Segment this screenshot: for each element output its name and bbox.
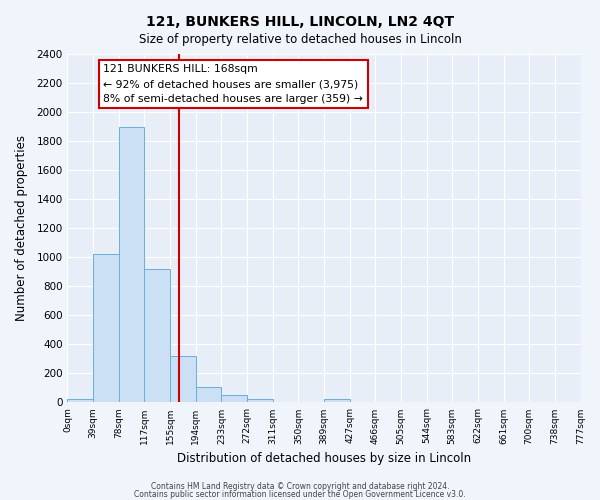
X-axis label: Distribution of detached houses by size in Lincoln: Distribution of detached houses by size … [177, 452, 471, 465]
Text: 121, BUNKERS HILL, LINCOLN, LN2 4QT: 121, BUNKERS HILL, LINCOLN, LN2 4QT [146, 15, 454, 29]
Text: Size of property relative to detached houses in Lincoln: Size of property relative to detached ho… [139, 32, 461, 46]
Bar [247, 399, 272, 402]
Y-axis label: Number of detached properties: Number of detached properties [15, 135, 28, 321]
Bar [170, 356, 196, 403]
Bar [67, 399, 93, 402]
Bar [324, 399, 350, 402]
Text: Contains HM Land Registry data © Crown copyright and database right 2024.: Contains HM Land Registry data © Crown c… [151, 482, 449, 491]
Text: Contains public sector information licensed under the Open Government Licence v3: Contains public sector information licen… [134, 490, 466, 499]
Bar [221, 395, 247, 402]
Bar [145, 269, 170, 402]
Bar [196, 387, 221, 402]
Bar [119, 126, 145, 402]
Bar [93, 254, 119, 402]
Text: 121 BUNKERS HILL: 168sqm
← 92% of detached houses are smaller (3,975)
8% of semi: 121 BUNKERS HILL: 168sqm ← 92% of detach… [103, 64, 363, 104]
